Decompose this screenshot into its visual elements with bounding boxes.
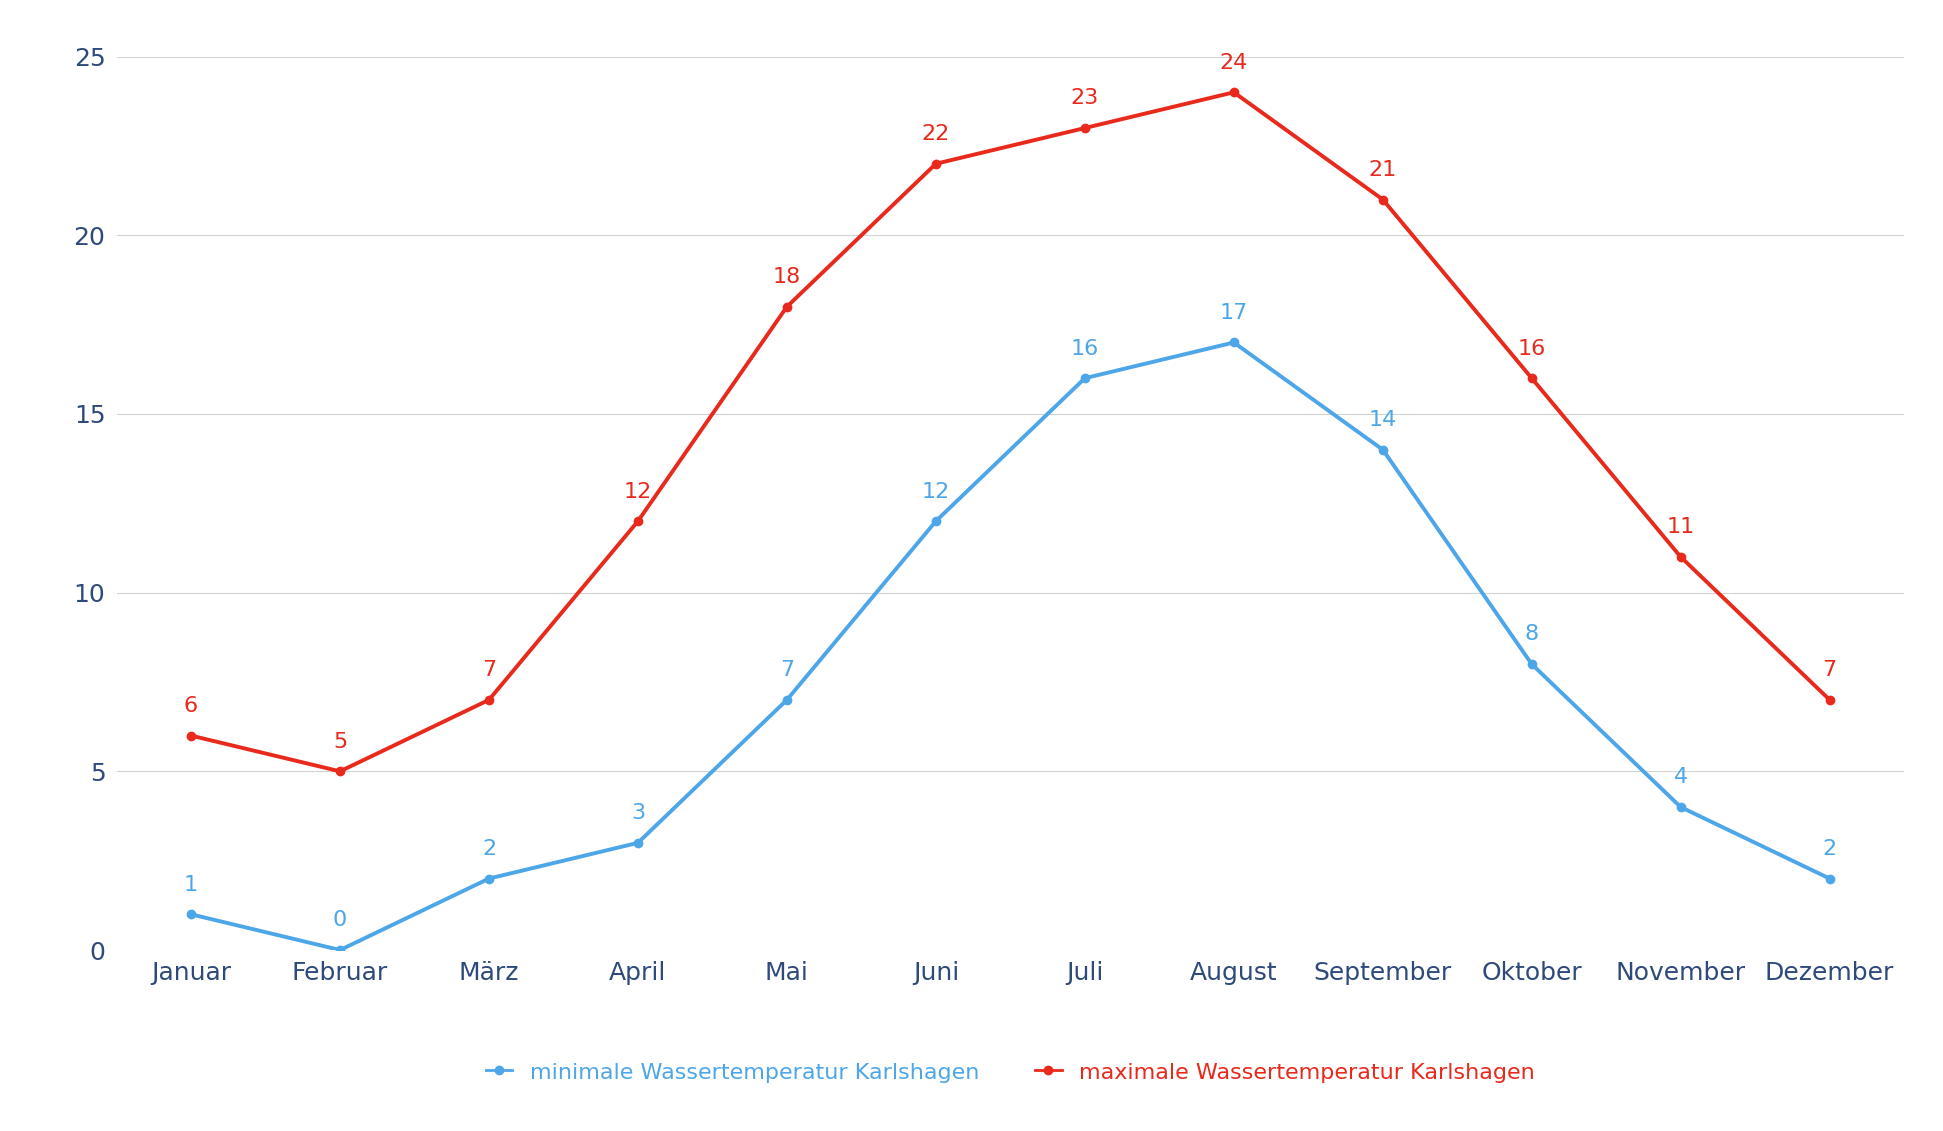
- maximale Wassertemperatur Karlshagen: [1372, 192, 1395, 206]
- minimale Wassertemperatur Karlshagen: [925, 515, 948, 528]
- maximale Wassertemperatur Karlshagen: [925, 157, 948, 171]
- Text: 11: 11: [1667, 517, 1694, 537]
- maximale Wassertemperatur Karlshagen: [1073, 121, 1096, 135]
- Text: 2: 2: [482, 839, 495, 858]
- maximale Wassertemperatur Karlshagen: [1519, 371, 1543, 385]
- maximale Wassertemperatur Karlshagen: [1669, 550, 1692, 563]
- Text: 6: 6: [185, 696, 198, 716]
- Text: 0: 0: [332, 910, 348, 931]
- Text: 12: 12: [624, 482, 653, 501]
- minimale Wassertemperatur Karlshagen: [478, 872, 501, 886]
- maximale Wassertemperatur Karlshagen: [1222, 86, 1245, 100]
- Text: 16: 16: [1071, 338, 1100, 359]
- Text: 2: 2: [1823, 839, 1836, 858]
- Legend: minimale Wassertemperatur Karlshagen, maximale Wassertemperatur Karlshagen: minimale Wassertemperatur Karlshagen, ma…: [474, 1051, 1547, 1095]
- Text: 17: 17: [1220, 303, 1247, 322]
- minimale Wassertemperatur Karlshagen: [179, 907, 202, 921]
- minimale Wassertemperatur Karlshagen: [626, 836, 649, 849]
- Text: 1: 1: [185, 874, 198, 895]
- maximale Wassertemperatur Karlshagen: [626, 515, 649, 528]
- minimale Wassertemperatur Karlshagen: [1669, 801, 1692, 814]
- Line: minimale Wassertemperatur Karlshagen: minimale Wassertemperatur Karlshagen: [187, 338, 1834, 955]
- minimale Wassertemperatur Karlshagen: [1819, 872, 1842, 886]
- Text: 21: 21: [1368, 159, 1397, 180]
- Text: 23: 23: [1071, 88, 1100, 109]
- Text: 18: 18: [773, 267, 801, 287]
- maximale Wassertemperatur Karlshagen: [1819, 693, 1842, 707]
- minimale Wassertemperatur Karlshagen: [1073, 371, 1096, 385]
- Text: 22: 22: [921, 124, 950, 144]
- Text: 4: 4: [1673, 768, 1688, 787]
- maximale Wassertemperatur Karlshagen: [179, 728, 202, 742]
- Text: 3: 3: [631, 803, 645, 823]
- Text: 8: 8: [1525, 624, 1539, 645]
- minimale Wassertemperatur Karlshagen: [1372, 443, 1395, 457]
- minimale Wassertemperatur Karlshagen: [328, 943, 352, 957]
- Text: 7: 7: [1823, 661, 1836, 680]
- Text: 7: 7: [482, 661, 495, 680]
- maximale Wassertemperatur Karlshagen: [328, 765, 352, 778]
- minimale Wassertemperatur Karlshagen: [1222, 336, 1245, 349]
- minimale Wassertemperatur Karlshagen: [775, 693, 799, 707]
- Text: 24: 24: [1220, 53, 1247, 72]
- Text: 5: 5: [332, 732, 348, 752]
- maximale Wassertemperatur Karlshagen: [478, 693, 501, 707]
- minimale Wassertemperatur Karlshagen: [1519, 657, 1543, 671]
- Line: maximale Wassertemperatur Karlshagen: maximale Wassertemperatur Karlshagen: [187, 88, 1834, 776]
- Text: 16: 16: [1517, 338, 1547, 359]
- maximale Wassertemperatur Karlshagen: [775, 300, 799, 313]
- Text: 14: 14: [1368, 411, 1397, 430]
- Text: 12: 12: [921, 482, 950, 501]
- Text: 7: 7: [779, 661, 795, 680]
